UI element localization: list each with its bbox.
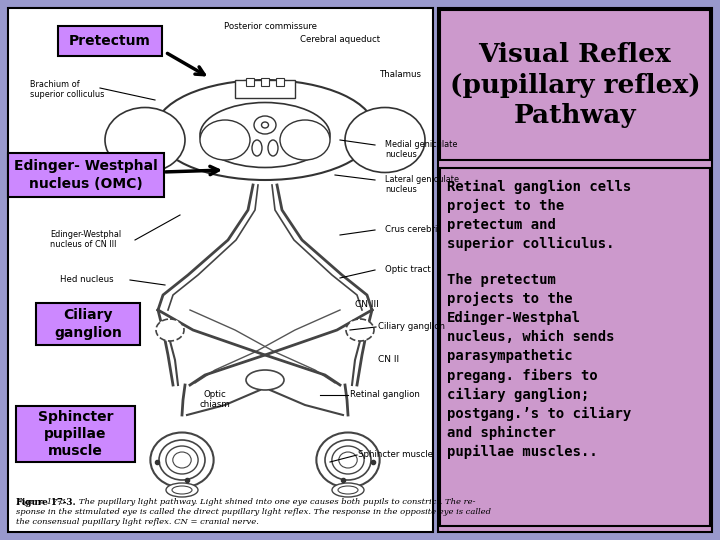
FancyBboxPatch shape	[58, 26, 162, 56]
Text: Retinal ganglion: Retinal ganglion	[350, 390, 420, 399]
Ellipse shape	[332, 446, 364, 474]
Ellipse shape	[200, 103, 330, 167]
FancyBboxPatch shape	[235, 80, 295, 98]
Text: Brachium of
superior colliculus: Brachium of superior colliculus	[30, 80, 104, 99]
FancyBboxPatch shape	[440, 168, 710, 526]
Ellipse shape	[105, 107, 185, 172]
Text: Visual Reflex
(pupillary reflex)
Pathway: Visual Reflex (pupillary reflex) Pathway	[450, 42, 701, 129]
Text: Edinger- Westphal
nucleus (OMC): Edinger- Westphal nucleus (OMC)	[14, 159, 158, 191]
Text: Sphincter muscle: Sphincter muscle	[358, 450, 433, 459]
Text: Ciliary ganglion: Ciliary ganglion	[378, 322, 445, 331]
Text: The pretectum
projects to the
Edinger-Westphal
nucleus, which sends
parasympathe: The pretectum projects to the Edinger-We…	[447, 273, 631, 460]
Text: Hed nucleus: Hed nucleus	[60, 275, 114, 284]
Text: Posterior commissure: Posterior commissure	[223, 22, 317, 31]
Text: Sphincter
pupillae
muscle: Sphincter pupillae muscle	[37, 410, 113, 458]
Text: Pretectum: Pretectum	[69, 34, 151, 48]
Ellipse shape	[346, 319, 374, 341]
Ellipse shape	[166, 483, 198, 497]
Text: Lateral geniculate
nucleus: Lateral geniculate nucleus	[385, 175, 459, 194]
FancyBboxPatch shape	[16, 406, 135, 462]
Text: CN II: CN II	[378, 355, 399, 364]
Ellipse shape	[155, 80, 375, 180]
Ellipse shape	[172, 486, 192, 494]
Text: CN III: CN III	[355, 300, 379, 309]
Text: Edinger-Westphal
nucleus of CN III: Edinger-Westphal nucleus of CN III	[50, 230, 121, 249]
Ellipse shape	[156, 319, 184, 341]
FancyBboxPatch shape	[36, 303, 140, 345]
Ellipse shape	[261, 122, 269, 128]
FancyBboxPatch shape	[8, 8, 433, 532]
FancyBboxPatch shape	[440, 10, 710, 160]
Ellipse shape	[345, 107, 425, 172]
Ellipse shape	[252, 140, 262, 156]
Bar	[246, 78, 254, 86]
Ellipse shape	[200, 120, 250, 160]
Text: Retinal ganglion cells
project to the
pretectum and
superior colliculus.: Retinal ganglion cells project to the pr…	[447, 180, 631, 252]
Ellipse shape	[338, 486, 358, 494]
Ellipse shape	[166, 446, 198, 474]
Text: Optic
chiasm: Optic chiasm	[199, 390, 230, 409]
Ellipse shape	[325, 440, 371, 480]
Text: Figure 17-3.    The pupillary light pathway. Light shined into one eye causes bo: Figure 17-3. The pupillary light pathway…	[16, 498, 491, 526]
Ellipse shape	[268, 140, 278, 156]
FancyBboxPatch shape	[8, 153, 164, 197]
Ellipse shape	[332, 483, 364, 497]
Bar	[276, 78, 284, 86]
Text: Ciliary
ganglion: Ciliary ganglion	[54, 308, 122, 340]
Text: Medial geniculate
nucleus: Medial geniculate nucleus	[385, 140, 457, 159]
Ellipse shape	[339, 452, 357, 468]
Text: Optic tract: Optic tract	[385, 265, 431, 274]
Bar	[261, 78, 269, 86]
Ellipse shape	[246, 370, 284, 390]
Text: Crus cerebri: Crus cerebri	[385, 225, 437, 234]
Text: Thalamus: Thalamus	[380, 70, 422, 79]
Ellipse shape	[280, 120, 330, 160]
Ellipse shape	[159, 440, 205, 480]
Ellipse shape	[173, 452, 192, 468]
Ellipse shape	[316, 433, 379, 488]
Text: Figure 17-3.: Figure 17-3.	[16, 498, 76, 507]
FancyBboxPatch shape	[438, 8, 712, 532]
Ellipse shape	[254, 116, 276, 134]
Ellipse shape	[150, 433, 214, 488]
Text: Cerebral aqueduct: Cerebral aqueduct	[300, 35, 380, 44]
